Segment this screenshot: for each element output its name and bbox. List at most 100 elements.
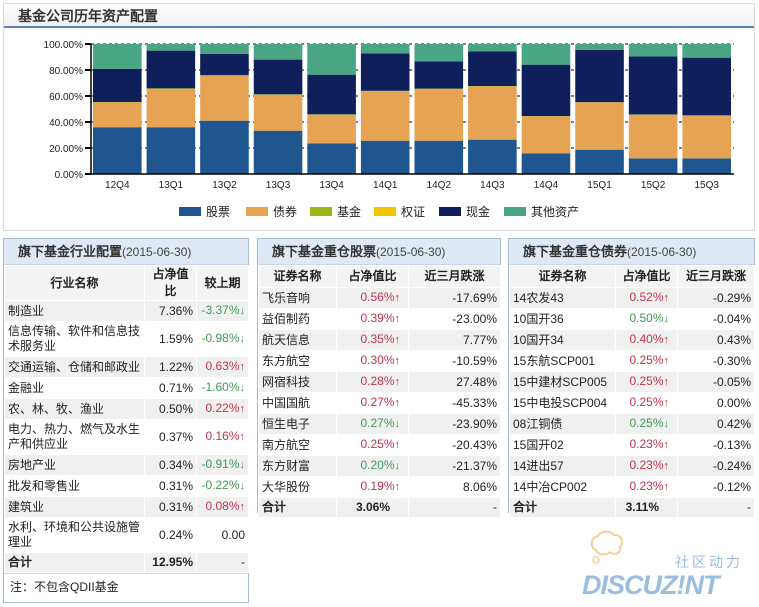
ratio-value: 0.27% xyxy=(360,395,395,409)
bar-segment xyxy=(682,44,731,58)
legend-label: 其他资产 xyxy=(531,205,579,219)
change-cell: -0.91%↓ xyxy=(196,454,249,476)
ratio-cell: 0.52%↑ xyxy=(615,287,678,309)
ratio-cell: 0.31% xyxy=(144,475,197,497)
arrow-up-icon: ↑ xyxy=(663,292,670,304)
ratio-cell: 0.39%↑ xyxy=(336,308,409,330)
bar-segment xyxy=(360,140,410,174)
industry-panel-date: (2015-06-30) xyxy=(122,245,192,259)
total-ratio: 3.11% xyxy=(615,497,678,518)
table-row: 15东航SCP001 0.25%↑ -0.30% xyxy=(509,350,755,372)
ratio-cell: 0.37% xyxy=(144,419,197,455)
security-name-cell: 恒生电子 xyxy=(258,413,337,435)
security-name-cell: 东方财富 xyxy=(258,455,337,477)
arrow-down-icon: ↓ xyxy=(394,460,401,472)
security-name-cell: 15东航SCP001 xyxy=(509,350,616,372)
table-row: 航天信息 0.35%↑ 7.77% xyxy=(258,329,501,351)
watermark-en-text: DISCUZ!NT xyxy=(582,570,719,600)
ratio-cell: 0.56%↑ xyxy=(336,287,409,309)
change-cell: -0.22%↓ xyxy=(196,475,249,497)
change-cell: 0.16%↑ xyxy=(196,419,249,455)
table-row: 建筑业 0.31% 0.08%↑ xyxy=(4,496,249,518)
change-cell: -0.30% xyxy=(677,350,755,372)
legend-label: 基金 xyxy=(337,204,361,219)
bar-segment xyxy=(146,127,196,174)
bar-segment xyxy=(200,120,249,174)
bar-segment xyxy=(146,88,196,128)
change-cell: 0.63%↑ xyxy=(196,356,249,378)
ratio-cell: 0.23%↑ xyxy=(615,455,678,477)
table-row: 南方航空 0.25%↑ -20.43% xyxy=(258,434,501,456)
ratio-cell: 7.36% xyxy=(144,300,197,322)
arrow-up-icon: ↑ xyxy=(663,334,670,346)
ratio-value: 0.25% xyxy=(629,374,664,388)
stocks-table: 证券名称 占净值比 近三月跌涨 飞乐音响 0.56%↑ -17.69% 益佰制药 0.3… xyxy=(258,265,501,518)
arrow-up-icon: ↑ xyxy=(239,403,246,415)
x-tick-label: 15Q3 xyxy=(694,180,719,191)
change-value: -0.98% xyxy=(201,331,240,345)
bar-segment xyxy=(682,57,731,116)
total-change: - xyxy=(677,497,755,518)
bar-segment xyxy=(468,86,517,140)
col-header-security: 证券名称 xyxy=(509,265,616,288)
ratio-cell: 1.59% xyxy=(144,321,197,357)
security-name-cell: 益佰制药 xyxy=(258,308,337,330)
total-row: 合计 3.06% - xyxy=(258,497,501,518)
table-row: 14进出57 0.23%↑ -0.24% xyxy=(509,455,755,477)
arrow-down-icon: ↓ xyxy=(239,333,246,345)
change-cell: 0.00% xyxy=(677,392,755,414)
security-name-cell: 14中冶CP002 xyxy=(509,476,616,498)
top-stocks-panel: 旗下基金重仓股票(2015-06-30) 证券名称 占净值比 近三月跌涨 飞乐音… xyxy=(257,238,501,518)
ratio-value: 0.25% xyxy=(629,395,664,409)
security-name-cell: 水利、环境和公共设施管理业 xyxy=(4,517,145,553)
security-name-cell: 15中电投SCP004 xyxy=(509,392,616,414)
table-row: 金融业 0.71% -1.60%↓ xyxy=(4,377,249,399)
bonds-table: 证券名称 占净值比 近三月跌涨 14农发43 0.52%↑ -0.29% 10国开36… xyxy=(509,265,755,518)
change-cell: 27.48% xyxy=(408,371,501,393)
total-label: 合计 xyxy=(509,497,616,518)
ratio-cell: 0.25%↑ xyxy=(336,434,409,456)
table-row: 15中电投SCP004 0.25%↑ 0.00% xyxy=(509,392,755,414)
security-name-cell: 网宿科技 xyxy=(258,371,337,393)
change-cell: -0.13% xyxy=(677,434,755,456)
table-row: 08江铜债 0.25%↓ 0.42% xyxy=(509,413,755,435)
col-header-ratio: 占净值比 xyxy=(615,265,678,288)
x-tick-label: 14Q3 xyxy=(480,180,505,191)
table-row: 批发和零售业 0.31% -0.22%↓ xyxy=(4,475,249,497)
x-tick-label: 14Q2 xyxy=(427,180,452,191)
change-cell: 7.77% xyxy=(408,329,501,351)
table-row: 10国开34 0.40%↑ 0.43% xyxy=(509,329,755,351)
change-cell: -23.90% xyxy=(408,413,501,435)
watermark-cn-text: 社区动力 xyxy=(675,554,743,570)
asset-allocation-panel: 基金公司历年资产配置 0.00% 20.00% 40.00% 60.00% 80.00%… xyxy=(3,3,755,231)
security-name-cell: 08江铜债 xyxy=(509,413,616,435)
table-row: 制造业 7.36% -3.37%↓ xyxy=(4,300,249,322)
industry-table: 行业名称 占净值比 较上期 制造业 7.36% -3.37%↓ 信息传输、软件和信息技… xyxy=(4,265,249,573)
ratio-value: 0.28% xyxy=(360,374,395,388)
arrow-up-icon: ↑ xyxy=(663,355,670,367)
bar-segment xyxy=(253,44,303,60)
security-name-cell: 10国开34 xyxy=(509,329,616,351)
arrow-up-icon: ↑ xyxy=(663,481,670,493)
col-header-security: 证券名称 xyxy=(258,265,337,288)
legend-swatch xyxy=(179,207,201,216)
bar-segment xyxy=(200,44,249,55)
change-cell: 0.22%↑ xyxy=(196,398,249,420)
arrow-up-icon: ↑ xyxy=(663,460,670,472)
bar-segment xyxy=(575,102,624,150)
bar-segment xyxy=(253,94,303,131)
bar-segment xyxy=(200,54,249,76)
total-label: 合计 xyxy=(4,552,145,573)
change-cell: -0.12% xyxy=(677,476,755,498)
bar-segment xyxy=(468,51,517,86)
col-header-industry: 行业名称 xyxy=(4,265,145,301)
stock-panel-header: 旗下基金重仓股票(2015-06-30) xyxy=(258,239,500,265)
change-cell: -21.37% xyxy=(408,455,501,477)
security-name-cell: 批发和零售业 xyxy=(4,475,145,497)
bar-segment xyxy=(307,114,356,144)
bond-panel-header: 旗下基金重仓债券(2015-06-30) xyxy=(509,239,754,265)
bar-segment xyxy=(360,53,410,91)
ratio-cell: 0.25%↑ xyxy=(615,392,678,414)
ratio-cell: 0.24% xyxy=(144,517,197,553)
security-name-cell: 房地产业 xyxy=(4,454,145,476)
